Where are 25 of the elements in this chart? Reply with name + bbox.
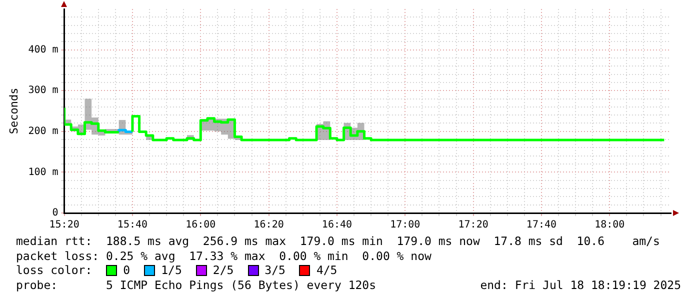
text: median rtt: 188.5 ms avg 256.9 ms max 179.0 ms min 179.0 ms now 17.8 ms sd 10.6 am/s (15, 234, 661, 249)
text: end: Fri Jul 18 18:19:19 2025 (480, 278, 681, 292)
x-tick-label: 16:00 (186, 220, 216, 231)
x-tick-label: 17:00 (390, 220, 420, 231)
x-tick-label: 16:40 (322, 220, 352, 231)
legend-label: 0 (123, 263, 130, 278)
y-tick-label: 300 m (28, 85, 58, 96)
y-tick-label: 400 m (28, 44, 58, 56)
x-tick-label: 16:20 (254, 220, 284, 231)
y-axis-title: Seconds (7, 88, 20, 134)
legend-label: 4/5 (316, 263, 338, 278)
legend-label: 1/5 (161, 263, 182, 278)
text: packet loss: 0.25 % avg 17.33 % max 0.00 % min 0.00 % now (15, 248, 432, 264)
text: probe: 5 ICMP Echo Pings (56 Bytes) every 120s (16, 278, 376, 292)
x-tick-label: 15:40 (117, 220, 148, 231)
x-tick-label: 17:40 (526, 220, 557, 231)
legend-title: loss color: (16, 263, 92, 278)
y-tick-label: 100 m (28, 166, 58, 178)
legend-label: 2/5 (212, 263, 234, 278)
y-tick-label: 0 (52, 208, 58, 219)
x-tick-label: 18:00 (594, 220, 625, 231)
x-tick-label: 15:20 (49, 220, 80, 231)
legend-label: 3/5 (264, 263, 286, 278)
y-tick-label: 200 m (28, 126, 58, 137)
x-tick-label: 17:20 (458, 220, 488, 231)
